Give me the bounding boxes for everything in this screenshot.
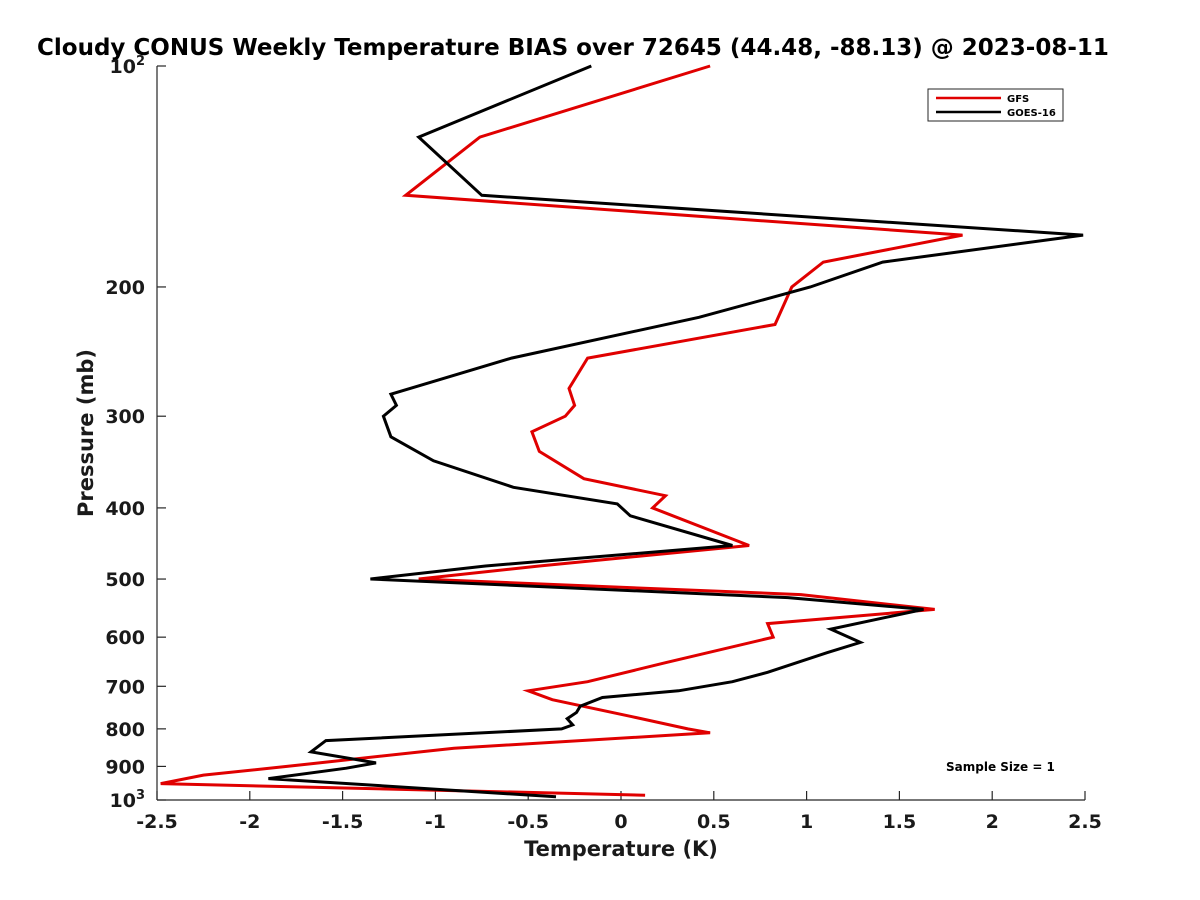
y-tick-label: 900 — [105, 756, 145, 778]
y-tick-label: 200 — [105, 277, 145, 299]
x-tick-label: -1 — [425, 811, 446, 833]
y-tick-label: 102 — [110, 54, 146, 78]
x-tick-label: 2.5 — [1068, 811, 1102, 833]
y-tick-label: 103 — [110, 788, 146, 812]
y-tick-label: 300 — [105, 406, 145, 428]
chart-title: Cloudy CONUS Weekly Temperature BIAS ove… — [37, 35, 1109, 61]
legend-label: GOES-16 — [1007, 108, 1056, 119]
x-tick-label: 2 — [986, 811, 999, 833]
x-tick-label: -2.5 — [136, 811, 178, 833]
sample-size-note: Sample Size = 1 — [946, 760, 1055, 774]
y-ticks: 102 200 300 400 500 600 700 800 900 103 — [105, 54, 166, 812]
y-tick-label: 700 — [105, 676, 145, 698]
x-tick-label: 1 — [800, 811, 813, 833]
y-tick-label: 600 — [105, 627, 145, 649]
y-tick-label: 800 — [105, 719, 145, 741]
series-line-goes-16 — [268, 64, 1084, 799]
x-ticks: -2.5 -2 -1.5 -1 -0.5 0 0.5 1 1.5 2 2.5 — [136, 791, 1102, 833]
x-tick-label: 1.5 — [883, 811, 917, 833]
series-layer — [160, 64, 1084, 799]
x-axis-label: Temperature (K) — [524, 837, 718, 861]
x-tick-label: 0 — [614, 811, 627, 833]
series-line-gfs — [160, 64, 963, 797]
x-tick-label: 0.5 — [697, 811, 731, 833]
legend-label: GFS — [1007, 94, 1029, 105]
x-tick-label: -0.5 — [507, 811, 549, 833]
y-tick-label: 400 — [105, 498, 145, 520]
y-axis-label: Pressure (mb) — [74, 349, 98, 517]
x-tick-label: -2 — [239, 811, 260, 833]
y-tick-label: 500 — [105, 569, 145, 591]
legend-box — [927, 88, 1064, 122]
x-tick-label: -1.5 — [322, 811, 364, 833]
axes — [156, 66, 1085, 801]
legend: GFS GOES-16 — [927, 88, 1064, 122]
